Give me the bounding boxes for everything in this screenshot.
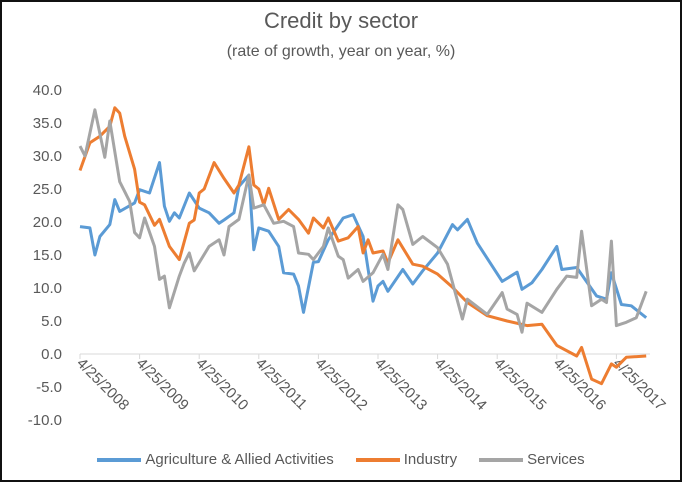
y-tick-label: 40.0	[33, 82, 62, 99]
y-tick-label: 0.0	[41, 346, 62, 363]
x-tick-label: 4/25/2012	[312, 355, 371, 414]
x-tick-label: 4/25/2008	[73, 355, 132, 414]
x-tick-label: 4/25/2013	[371, 355, 430, 414]
y-tick-label: 35.0	[33, 115, 62, 132]
legend-item-services: Services	[479, 451, 585, 468]
legend-label: Industry	[403, 451, 458, 468]
y-tick-label: 15.0	[33, 247, 62, 264]
legend-label: Services	[527, 451, 585, 468]
legend-swatch	[97, 457, 142, 462]
legend-item-agriculture: Agriculture & Allied Activities	[97, 451, 334, 468]
y-tick-label: -10.0	[28, 412, 62, 429]
y-tick-label: 20.0	[33, 214, 62, 231]
legend-swatch	[355, 457, 400, 462]
chart-title: Credit by sector	[263, 8, 419, 33]
series-line-industry	[78, 106, 647, 386]
x-tick-label: 4/25/2009	[133, 355, 192, 414]
series-line-agriculture	[79, 161, 648, 319]
x-tick-label: 4/25/2010	[192, 355, 251, 414]
x-tick-label: 4/25/2014	[431, 355, 490, 414]
y-tick-label: 30.0	[33, 148, 62, 165]
legend-item-industry: Industry	[355, 451, 458, 468]
y-tick-label: 25.0	[33, 181, 62, 198]
y-tick-label: 5.0	[41, 313, 62, 330]
legend-label: Agriculture & Allied Activities	[145, 451, 334, 468]
legend-swatch	[479, 457, 524, 462]
series-line-services	[78, 108, 648, 334]
y-tick-label: 10.0	[33, 280, 62, 297]
y-tick-label: -5.0	[36, 379, 62, 396]
chart-subtitle: (rate of growth, year on year, %)	[226, 43, 456, 60]
x-tick-label: 4/25/2015	[490, 355, 549, 414]
legend: Agriculture & Allied Activities Industry…	[0, 451, 682, 468]
x-tick-label: 4/25/2011	[252, 355, 310, 413]
